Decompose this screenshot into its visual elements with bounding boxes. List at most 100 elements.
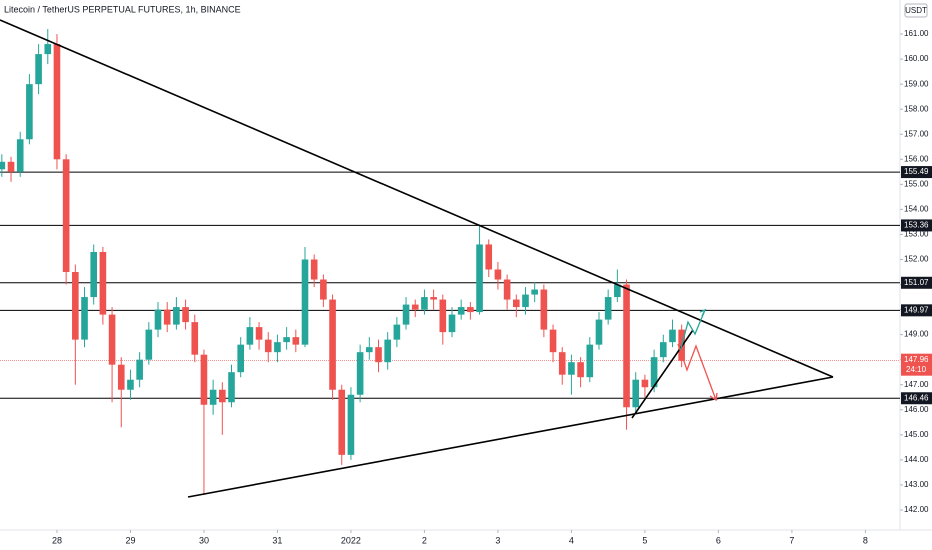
y-tick-label: 153.00 — [904, 230, 929, 239]
candle-body — [117, 364, 125, 390]
candle-body — [237, 344, 245, 373]
candle-body — [549, 329, 557, 353]
x-tick-label: 29 — [125, 535, 135, 545]
candle-body — [16, 139, 24, 172]
candle-body — [494, 269, 502, 280]
candle-body — [145, 329, 153, 360]
candle-body — [641, 379, 649, 388]
candle-body — [7, 161, 15, 172]
x-tick-label: 4 — [569, 535, 574, 545]
x-tick-label: 28 — [52, 535, 62, 545]
x-tick-label: 7 — [789, 535, 794, 545]
candle-body — [457, 307, 465, 315]
candle-body — [154, 309, 162, 330]
candle-body — [632, 379, 640, 408]
last-price-label: 147.96 — [904, 355, 929, 364]
x-tick-label: 2 — [422, 535, 427, 545]
x-tick-label: 31 — [272, 535, 282, 545]
level-label-box — [901, 304, 932, 317]
candle-body — [503, 279, 511, 300]
x-tick-label: 30 — [199, 535, 209, 545]
candle-body — [0, 161, 6, 170]
candle-body — [136, 359, 143, 380]
candle-body — [163, 309, 171, 325]
candle-body — [485, 244, 493, 270]
candle-body — [375, 347, 382, 363]
candle-body — [292, 337, 300, 345]
candle-body — [283, 337, 290, 343]
candle-body — [568, 362, 575, 375]
candle-body — [72, 272, 79, 340]
candle-body — [108, 314, 116, 365]
x-tick-label: 6 — [716, 535, 721, 545]
level-label: 149.97 — [904, 305, 929, 314]
candle-body — [586, 344, 594, 378]
candle-body — [320, 279, 327, 300]
candle-body — [384, 339, 391, 363]
candle-body — [81, 297, 88, 340]
y-tick-label: 155.00 — [904, 179, 929, 188]
countdown-label: 24:10 — [906, 365, 927, 374]
candle-body — [219, 389, 226, 403]
y-tick-label: 156.00 — [904, 154, 929, 163]
y-tick-label: 160.00 — [904, 54, 929, 63]
candle-body — [264, 339, 272, 353]
candle-body — [595, 319, 603, 345]
x-tick-label: 5 — [642, 535, 647, 545]
candle-body — [439, 299, 447, 333]
candle-body — [173, 307, 180, 325]
bear-path — [677, 343, 717, 401]
candle-body — [623, 284, 630, 408]
candle-body — [467, 307, 474, 313]
candle-body — [366, 347, 373, 353]
candle-body — [356, 352, 364, 395]
y-tick-label: 145.00 — [904, 430, 929, 439]
candle-body — [90, 251, 98, 298]
candle-body — [274, 342, 281, 353]
level-label-box — [901, 392, 932, 405]
bull-arrowhead — [699, 308, 707, 317]
y-tick-label: 143.00 — [904, 480, 929, 489]
bear-arrowhead — [709, 392, 718, 402]
candle-body — [182, 307, 189, 323]
lower-trendline — [187, 376, 834, 498]
candle-body — [614, 284, 621, 298]
level-label-box — [901, 219, 932, 232]
candle-body — [255, 327, 263, 340]
level-label-box — [901, 166, 932, 179]
candle-body — [228, 372, 235, 403]
candle-body — [246, 327, 254, 345]
level-label-box — [901, 276, 932, 289]
last-price-box — [901, 353, 932, 376]
plot — [0, 29, 900, 495]
candle-body — [650, 357, 658, 388]
candle-body — [347, 394, 355, 455]
candle-body — [338, 389, 346, 455]
y-tick-label: 152.00 — [904, 255, 929, 264]
y-tick-label: 154.00 — [904, 205, 929, 214]
level-label: 151.07 — [904, 278, 929, 287]
candle-body — [531, 289, 538, 295]
candle-body — [659, 342, 667, 358]
candle-body — [558, 352, 566, 375]
candle-body — [53, 44, 61, 160]
currency-box — [904, 3, 928, 18]
y-tick-label: 159.00 — [904, 79, 929, 88]
candle-body — [430, 297, 437, 300]
x-tick-label: 3 — [495, 535, 500, 545]
candle-body — [301, 259, 309, 345]
candle-body — [62, 159, 70, 273]
chart-title: Litecoin / TetherUS PERPETUAL FUTURES, 1… — [4, 4, 241, 14]
y-tick-label: 157.00 — [904, 129, 929, 138]
candle-body — [476, 244, 483, 313]
x-tick-label: 2022 — [341, 535, 361, 545]
bull-path — [679, 309, 706, 353]
candle-body — [604, 297, 612, 320]
y-tick-label: 144.00 — [904, 455, 929, 464]
y-tick-label: 158.00 — [904, 104, 929, 113]
candle-body — [421, 297, 428, 310]
candle-body — [127, 379, 134, 390]
y-tick-label: 147.00 — [904, 380, 929, 389]
y-tick-label: 161.00 — [904, 29, 929, 38]
